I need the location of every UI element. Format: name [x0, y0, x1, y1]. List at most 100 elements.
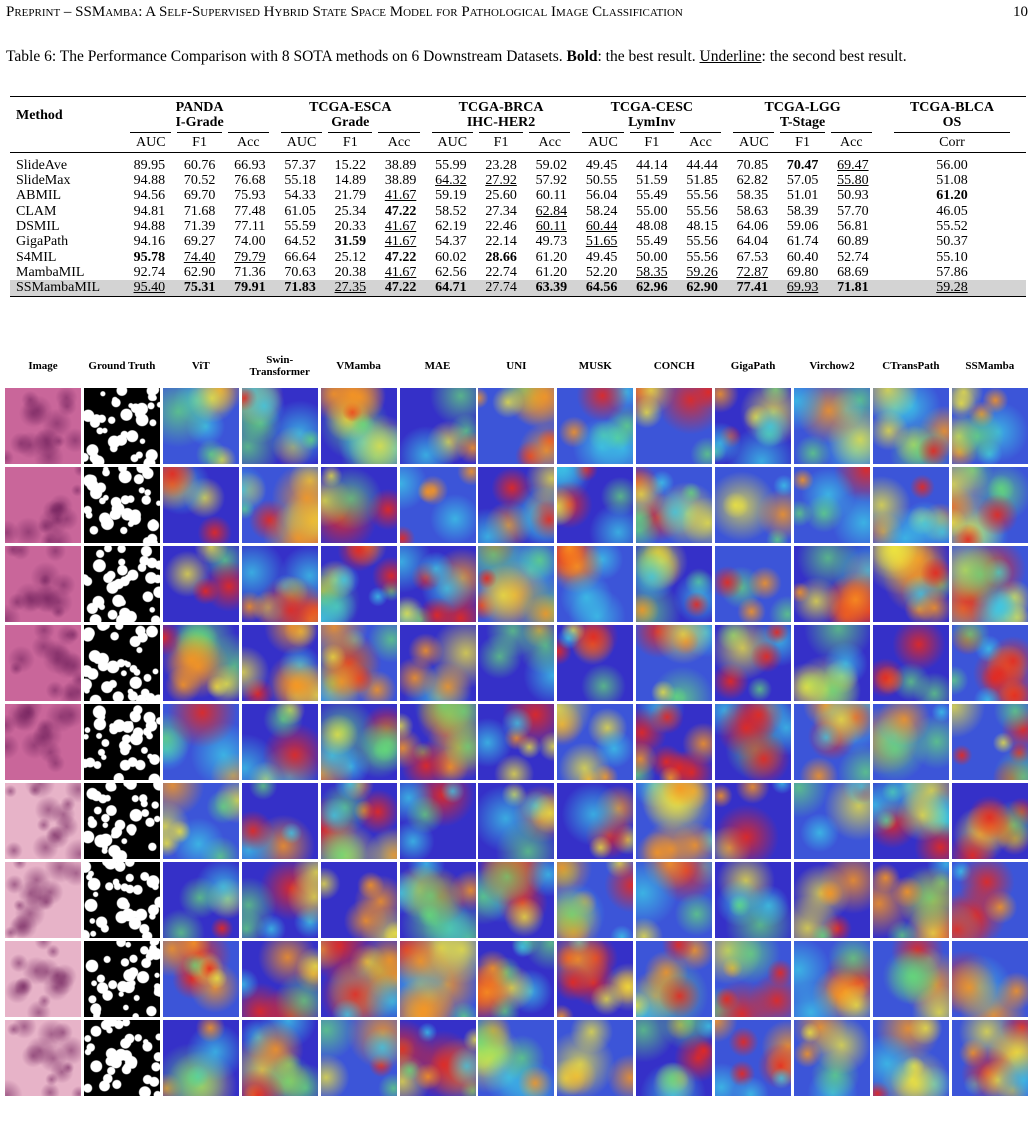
- heatmap: [162, 625, 239, 701]
- value-text: 41.67: [384, 219, 417, 235]
- value-text: 58.52: [435, 203, 467, 219]
- heatmap: [399, 941, 476, 1017]
- heatmap: [557, 783, 634, 859]
- metric-label: F1: [478, 131, 524, 152]
- column-header: MAE: [424, 360, 451, 372]
- value-text: 70.63: [284, 264, 316, 280]
- value-cell: 66.64: [275, 250, 325, 265]
- heatmap: [478, 704, 555, 780]
- value-text: 60.76: [183, 157, 216, 173]
- dataset-name: TCGA-CESC: [610, 100, 694, 115]
- heatmap: [636, 388, 713, 464]
- heatmap: [951, 546, 1028, 622]
- task-name: Grade: [331, 115, 370, 131]
- value-cell: 50.37: [878, 234, 1026, 249]
- column-header: CTransPath: [882, 360, 940, 372]
- value-cell: 74.00: [225, 234, 275, 249]
- value-text: 69.70: [183, 188, 216, 204]
- data-row: ABMIL 94.56 69.70 75.93 54.33 21.79 41.67 59.19…: [10, 188, 1026, 203]
- value-cell: 70.47: [777, 151, 828, 174]
- value-text: 64.32: [435, 173, 467, 189]
- heatmap: [872, 862, 949, 938]
- metric-label: Acc: [227, 131, 269, 152]
- value-cell: 55.59: [275, 219, 325, 234]
- heatmap: [557, 1020, 634, 1096]
- value-text: 72.87: [736, 264, 769, 280]
- value-cell: 71.68: [174, 204, 224, 219]
- value-cell: 44.14: [626, 151, 677, 174]
- metric-label: F1: [177, 131, 222, 152]
- column-header: Ground Truth: [88, 360, 156, 372]
- ground-truth-mask: [83, 625, 160, 701]
- metric-label: AUC: [582, 131, 624, 152]
- caption-text: : the second best result.: [761, 48, 907, 65]
- value-cell: 47.22: [375, 204, 425, 219]
- value-cell: 51.65: [576, 234, 626, 249]
- value-text: 44.14: [636, 157, 668, 173]
- value-text: 48.08: [636, 219, 668, 235]
- value-cell: 41.67: [375, 234, 425, 249]
- data-row: GigaPath 94.16 69.27 74.00 64.52 31.59 41.67 54…: [10, 234, 1026, 249]
- value-text: 70.85: [736, 157, 769, 173]
- value-cell: 62.96: [626, 280, 677, 297]
- value-text: 66.64: [284, 249, 316, 265]
- value-text: 74.40: [183, 249, 216, 265]
- dataset-header: TCGA-BRCA IHC-HER2: [426, 97, 577, 132]
- heatmap: [241, 625, 318, 701]
- value-cell: 67.53: [727, 250, 777, 265]
- value-text: 69.47: [837, 157, 869, 173]
- value-cell: 58.35: [727, 188, 777, 203]
- value-text: 71.81: [837, 280, 869, 296]
- column-header: UNI: [506, 360, 527, 372]
- value-text: 61.74: [786, 234, 819, 250]
- heatmap: [162, 704, 239, 780]
- value-cell: 25.34: [325, 204, 375, 219]
- heatmap: [872, 1020, 949, 1096]
- value-cell: 50.55: [576, 173, 626, 188]
- value-cell: 57.70: [828, 204, 878, 219]
- heatmap: [636, 783, 713, 859]
- task-name: I-Grade: [175, 115, 224, 131]
- he-image: [5, 783, 81, 859]
- value-text: 77.11: [234, 219, 266, 235]
- value-text: 60.11: [535, 188, 567, 204]
- value-text: 64.06: [736, 219, 769, 235]
- metric-label: AUC: [431, 131, 473, 152]
- value-cell: 58.24: [576, 204, 626, 219]
- value-text: 70.47: [786, 157, 819, 173]
- metric-label: F1: [629, 131, 674, 152]
- value-cell: 62.19: [426, 219, 476, 234]
- heatmap: [241, 546, 318, 622]
- value-text: 56.04: [585, 188, 618, 204]
- heatmap: [399, 704, 476, 780]
- value-text: 28.66: [485, 249, 517, 265]
- value-cell: 69.47: [827, 151, 878, 174]
- value-text: 64.56: [585, 280, 618, 296]
- value-cell: 22.74: [476, 265, 526, 280]
- value-cell: 55.49: [627, 234, 677, 249]
- value-text: 68.69: [837, 264, 869, 280]
- heatmap: [951, 941, 1028, 1017]
- caption-underline-key: Underline: [699, 48, 762, 65]
- value-cell: 77.11: [225, 219, 275, 234]
- metric-cell: AUC: [275, 131, 325, 152]
- value-text: 49.45: [585, 249, 618, 265]
- value-cell: 71.83: [274, 280, 326, 297]
- metric-label: Corr: [893, 131, 1010, 152]
- column-header: ViT: [191, 360, 210, 372]
- heatmap: [162, 467, 239, 543]
- value-text: 55.18: [284, 173, 316, 189]
- value-cell: 48.15: [677, 219, 727, 234]
- value-text: 22.74: [485, 264, 517, 280]
- heatmap: [951, 783, 1028, 859]
- value-cell: 68.69: [828, 265, 878, 280]
- value-cell: 60.76: [174, 151, 225, 174]
- heatmap: [636, 862, 713, 938]
- value-text: 55.56: [686, 188, 718, 204]
- dataset-name: TCGA-BLCA: [909, 100, 994, 115]
- value-cell: 58.39: [777, 204, 827, 219]
- value-text: 52.74: [837, 249, 869, 265]
- value-cell: 61.20: [526, 250, 576, 265]
- value-cell: 94.88: [124, 219, 174, 234]
- value-cell: 31.59: [325, 234, 375, 249]
